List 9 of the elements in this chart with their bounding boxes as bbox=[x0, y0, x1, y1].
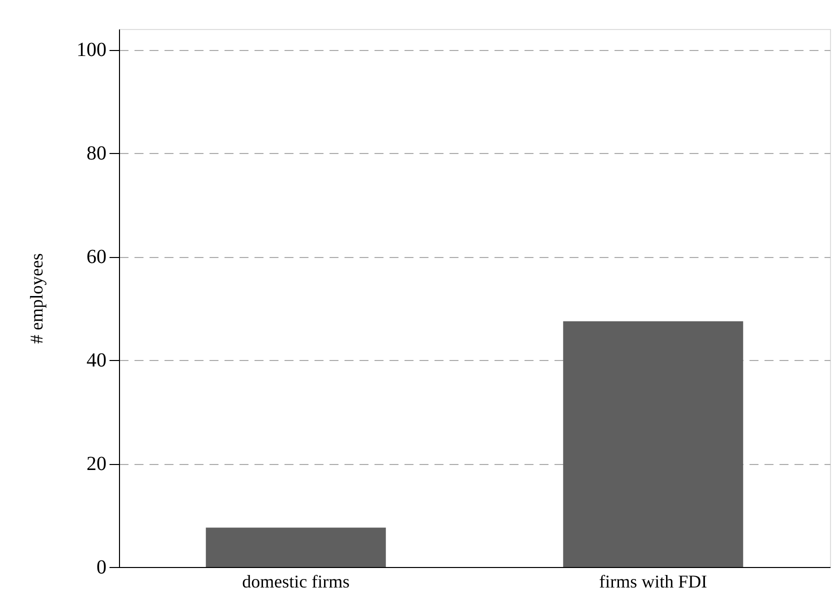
x-tick-label: domestic firms bbox=[242, 572, 350, 592]
y-tick-label: 100 bbox=[76, 39, 106, 62]
y-tick-label: 80 bbox=[86, 142, 106, 165]
y-tick-label: 40 bbox=[86, 350, 106, 372]
y-tick-label: 60 bbox=[86, 246, 106, 268]
y-tick-label: 20 bbox=[86, 453, 106, 476]
y-axis-title: # employees bbox=[26, 253, 46, 344]
x-tick-label: firms with FDI bbox=[599, 572, 708, 592]
y-tick-label: 0 bbox=[96, 556, 106, 578]
